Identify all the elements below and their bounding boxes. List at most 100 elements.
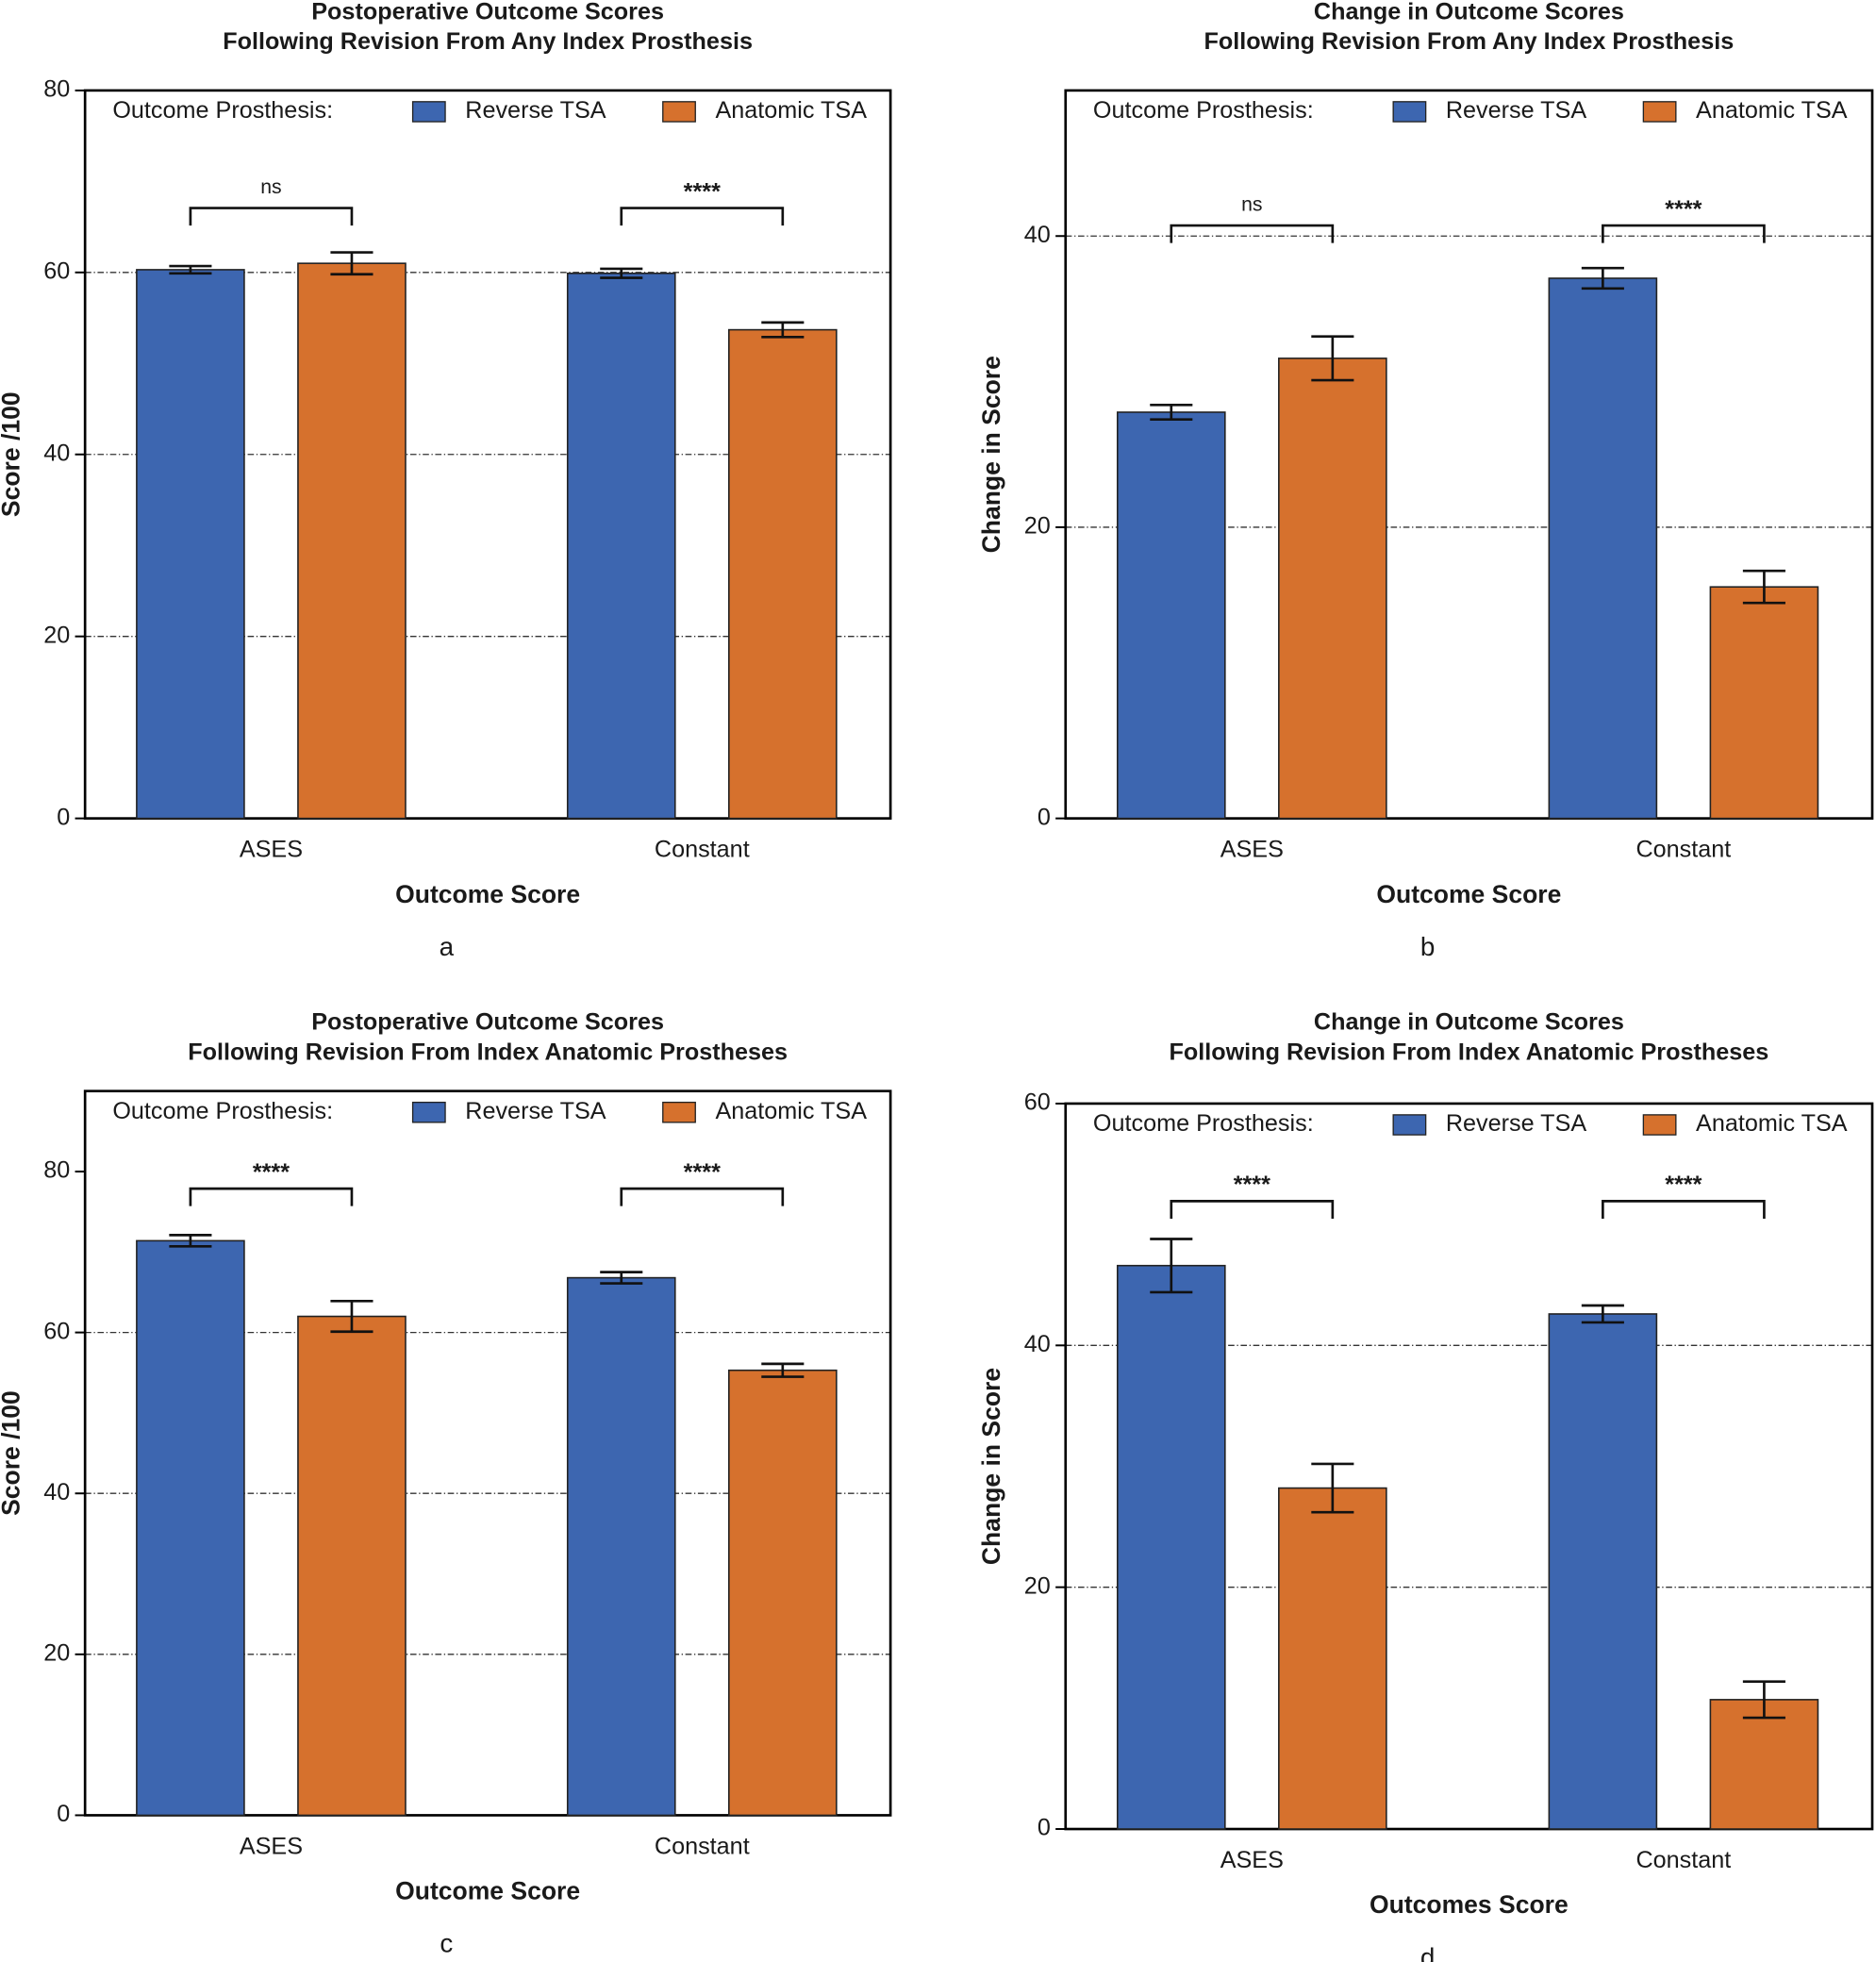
legend-swatch (1392, 1114, 1427, 1136)
error-bar (1150, 403, 1193, 422)
legend-swatch (411, 1101, 446, 1123)
plot-frame (1064, 1102, 1874, 1831)
significance-label: **** (1234, 1172, 1270, 1198)
y-axis-title: Change in Score (977, 356, 1005, 553)
bar (136, 1239, 245, 1817)
error-bar (1311, 1462, 1354, 1514)
error-bar (761, 1362, 805, 1378)
significance-label: ns (1241, 193, 1262, 215)
plot-frame (1064, 89, 1874, 820)
bar (728, 328, 838, 820)
y-tick-label: 60 (43, 258, 70, 284)
error-bar (1742, 569, 1785, 605)
bar (1548, 1313, 1658, 1830)
error-bar (169, 1234, 212, 1248)
error-bar (600, 267, 643, 279)
x-tick-label: ASES (1220, 1847, 1284, 1873)
bar (1548, 277, 1658, 820)
x-tick-label: Constant (655, 1834, 750, 1860)
y-tick-label: 80 (43, 1157, 70, 1184)
panel-label: b (1420, 932, 1435, 961)
significance-label: **** (1665, 1172, 1702, 1198)
legend-swatch (1392, 101, 1427, 123)
x-axis-title: Outcome Score (395, 1877, 580, 1905)
y-tick-label: 20 (1024, 513, 1051, 540)
bar (1709, 586, 1819, 820)
error-bar (1150, 1238, 1193, 1294)
bar (1278, 1487, 1387, 1830)
legend-swatch (662, 1101, 696, 1123)
x-tick-label: ASES (1220, 837, 1284, 863)
significance-label: ns (260, 176, 281, 198)
chart-title: Following Revision From Index Anatomic P… (188, 1039, 788, 1066)
legend-label: Anatomic TSA (1696, 97, 1848, 124)
y-tick-label: 0 (57, 804, 70, 830)
panel-label: d (1420, 1942, 1435, 1962)
y-tick-label: 40 (43, 440, 70, 466)
plot-frame (83, 89, 892, 820)
chart-title: Postoperative Outcome Scores (311, 0, 664, 25)
significance-bracket (620, 1187, 785, 1206)
legend-label: Reverse TSA (465, 97, 606, 124)
legend-label: Anatomic TSA (715, 97, 867, 124)
legend-label: Anatomic TSA (715, 1098, 867, 1124)
y-tick-label: 0 (1038, 1815, 1051, 1841)
bar (297, 262, 407, 820)
y-axis-title: Change in Score (977, 1368, 1005, 1565)
x-axis-title: Outcome Score (1376, 880, 1561, 908)
chart-title: Change in Outcome Scores (1314, 0, 1624, 25)
y-tick-label: 80 (43, 76, 70, 103)
y-axis-title: Score /100 (0, 1390, 25, 1516)
chart-title: Following Revision From Any Index Prosth… (1204, 28, 1735, 55)
error-bar (169, 264, 212, 275)
legend-label: Reverse TSA (465, 1098, 606, 1124)
y-tick-label: 0 (57, 1801, 70, 1827)
significance-bracket (1602, 224, 1766, 243)
x-tick-label: Constant (1635, 1847, 1731, 1873)
bar (1116, 411, 1226, 820)
x-axis-title: Outcome Score (395, 880, 580, 908)
significance-label: **** (684, 1159, 721, 1186)
error-bar (1581, 266, 1624, 291)
error-bar (600, 1271, 643, 1285)
legend-label: Reverse TSA (1446, 1110, 1587, 1137)
x-tick-label: ASES (240, 837, 303, 863)
error-bar (330, 1300, 374, 1334)
plot-frame (83, 1089, 892, 1817)
x-tick-label: Constant (1635, 837, 1731, 863)
legend-title: Outcome Prosthesis: (112, 1098, 333, 1124)
legend-label: Reverse TSA (1446, 97, 1587, 124)
significance-bracket (620, 207, 785, 226)
bar (566, 1276, 676, 1817)
significance-bracket (1170, 1200, 1335, 1219)
legend-title: Outcome Prosthesis: (112, 97, 333, 124)
bar (1278, 357, 1387, 820)
error-bar (761, 321, 805, 339)
significance-label: **** (1665, 196, 1702, 223)
bar (297, 1315, 407, 1817)
bar (728, 1369, 838, 1817)
y-tick-label: 60 (1024, 1089, 1051, 1116)
significance-bracket (189, 207, 354, 226)
y-tick-label: 40 (43, 1479, 70, 1505)
error-bar (1742, 1680, 1785, 1720)
chart-title: Postoperative Outcome Scores (311, 1009, 664, 1036)
legend-swatch (411, 101, 446, 123)
chart-title: Following Revision From Any Index Prosth… (223, 28, 753, 55)
legend-label: Anatomic TSA (1696, 1110, 1848, 1137)
x-axis-title: Outcomes Score (1370, 1890, 1569, 1919)
error-bar (1581, 1304, 1624, 1324)
y-tick-label: 40 (1024, 1331, 1051, 1357)
y-tick-label: 20 (43, 1639, 70, 1666)
chart-title: Change in Outcome Scores (1314, 1009, 1624, 1036)
bar (1709, 1699, 1819, 1830)
significance-bracket (189, 1187, 354, 1206)
significance-label: **** (684, 178, 721, 205)
panel-label: c (440, 1929, 453, 1958)
y-tick-label: 60 (43, 1318, 70, 1344)
y-tick-label: 0 (1038, 804, 1051, 830)
bar (566, 272, 676, 820)
legend-swatch (1642, 1114, 1677, 1136)
bar (1116, 1264, 1226, 1830)
